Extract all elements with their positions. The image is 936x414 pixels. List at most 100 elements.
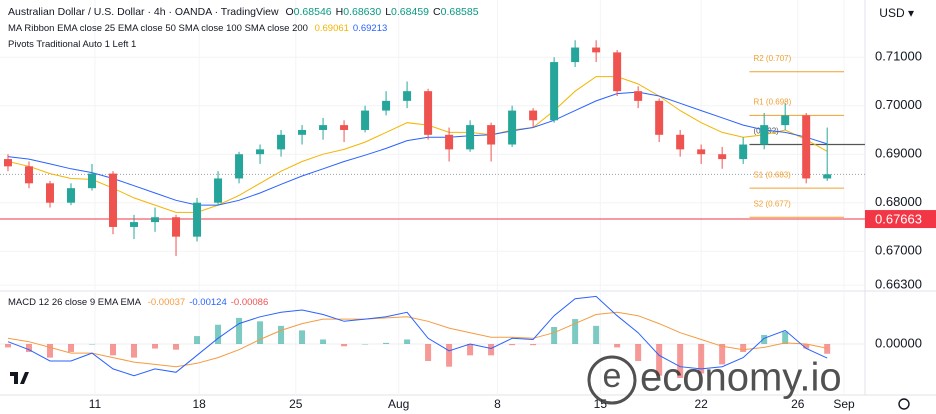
histogram-bar	[614, 344, 621, 348]
histogram-bar	[698, 344, 705, 374]
tv-logo	[10, 372, 29, 384]
x-tick-label: 26	[791, 397, 805, 411]
currency[interactable]: USD	[879, 6, 905, 20]
histogram-bar	[530, 344, 537, 346]
macd-line	[7, 295, 828, 377]
histogram-bar	[299, 330, 306, 344]
y-tick-label: 0.67000	[875, 243, 922, 258]
histogram-bar	[782, 331, 789, 344]
x-tick-label: 18	[192, 397, 206, 411]
histogram-bar	[740, 344, 747, 352]
legend-value: 0.69213	[352, 23, 388, 34]
legend-value: 0.68546	[293, 6, 332, 18]
candle-body	[550, 62, 559, 121]
histogram-bar	[572, 319, 579, 344]
indicator-values: 0.69061 0.69213	[315, 23, 392, 34]
watermark-logo-letter: e	[603, 357, 622, 395]
candle-body	[781, 115, 790, 126]
candle-body	[214, 178, 223, 203]
histogram-bar	[194, 336, 201, 344]
settings-icon	[898, 398, 910, 410]
histogram-bar	[110, 344, 117, 356]
candle-body	[235, 154, 244, 179]
legend-value: 0.69061	[314, 23, 349, 34]
histogram-bar	[488, 344, 495, 356]
candle-body	[571, 47, 580, 63]
candle-body	[445, 134, 454, 150]
x-tick-label: 11	[89, 397, 102, 411]
pivot-label: S2 (0.677)	[753, 199, 791, 208]
candle-body	[424, 91, 433, 135]
x-tick-label: 22	[694, 397, 708, 411]
candle-body	[592, 47, 601, 53]
currency-selector[interactable]: USD ▾	[879, 6, 914, 20]
x-tick-label: 25	[289, 397, 303, 411]
x-tick-label: Aug	[388, 397, 409, 411]
histogram-bar	[824, 344, 831, 354]
candle-body	[718, 154, 727, 160]
candle-body	[256, 149, 265, 155]
candle-body	[66, 188, 75, 203]
candle-body	[193, 202, 202, 237]
histogram-bar	[656, 344, 663, 376]
candle-body	[655, 100, 664, 135]
histogram-bar	[593, 325, 600, 344]
candle-body	[466, 125, 475, 150]
y-tick-label: 0.71000	[875, 49, 922, 64]
macd-legend: MACD 12 26 close 9 EMA EMA -0.00037 -0.00…	[8, 297, 276, 308]
candle-body	[403, 91, 412, 101]
histogram-bar	[362, 344, 369, 345]
histogram-bar	[173, 344, 180, 350]
watermark-text: economy.io	[640, 356, 842, 400]
candle-body	[487, 125, 496, 145]
histogram-bar	[677, 344, 684, 378]
candle-body	[172, 217, 181, 237]
histogram-bar	[89, 344, 96, 345]
candle-body	[697, 149, 706, 155]
price-axis-bg	[865, 0, 936, 414]
candle-body	[3, 159, 12, 167]
x-tick-label: Sep	[833, 397, 855, 411]
moving-average	[7, 91, 828, 206]
candle-body	[508, 110, 517, 145]
watermark-logo	[587, 355, 637, 405]
indicator-label: MACD 12 26 close 9 EMA EMA	[8, 297, 142, 308]
histogram-bar	[67, 344, 74, 352]
x-tick-label: 8	[494, 397, 501, 411]
histogram-bar	[320, 339, 327, 344]
pivot-label: R1 (0.698)	[753, 98, 791, 107]
y-tick-label: 0.68000	[875, 194, 922, 209]
y-tick-label: 0.69000	[875, 146, 922, 161]
legend-value: O	[285, 6, 294, 18]
histogram-bar	[236, 317, 243, 344]
candle-body	[739, 144, 748, 160]
legend-value: C	[433, 6, 441, 18]
histogram-bar	[257, 321, 264, 344]
candle-body	[151, 217, 160, 223]
histogram-bar	[509, 344, 516, 346]
indicator-label: MA Ribbon EMA close 25 EMA close 50 SMA …	[8, 23, 308, 34]
candle-body	[760, 125, 769, 145]
y-tick-label: 0.70000	[875, 97, 922, 112]
histogram-bar	[719, 344, 726, 365]
candle-body	[676, 134, 685, 150]
legend-value: 0.68630	[343, 6, 382, 18]
candle-body	[319, 125, 328, 130]
price-label: 0.67663	[875, 211, 922, 226]
candle-body	[88, 173, 97, 189]
candle-body	[109, 173, 118, 227]
candle-body	[45, 183, 54, 203]
candle-body	[24, 166, 33, 184]
histogram-bar	[278, 325, 285, 344]
candle-body	[613, 52, 622, 92]
histogram-bar	[131, 344, 138, 358]
pivot-legend: Pivots Traditional Auto 1 Left 1	[8, 39, 140, 50]
histogram-bar	[635, 344, 642, 361]
header-line: Australian Dollar / U.S. Dollar · 4h · O…	[8, 6, 487, 18]
moving-average	[7, 76, 828, 213]
legend-value: -0.00124	[189, 297, 227, 308]
histogram-bar	[404, 339, 411, 344]
legend-value: H	[335, 6, 344, 18]
candle-body	[277, 134, 286, 150]
candle-body	[802, 115, 811, 179]
